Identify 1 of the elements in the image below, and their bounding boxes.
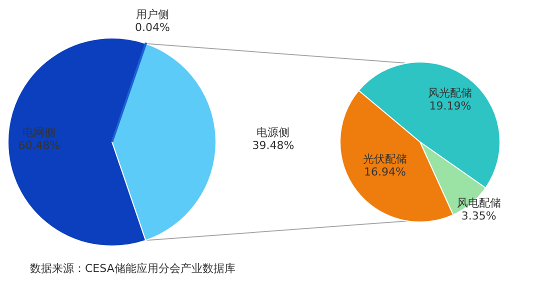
annotation: 数据来源：CESA储能应用分会产业数据库 [30,262,236,275]
